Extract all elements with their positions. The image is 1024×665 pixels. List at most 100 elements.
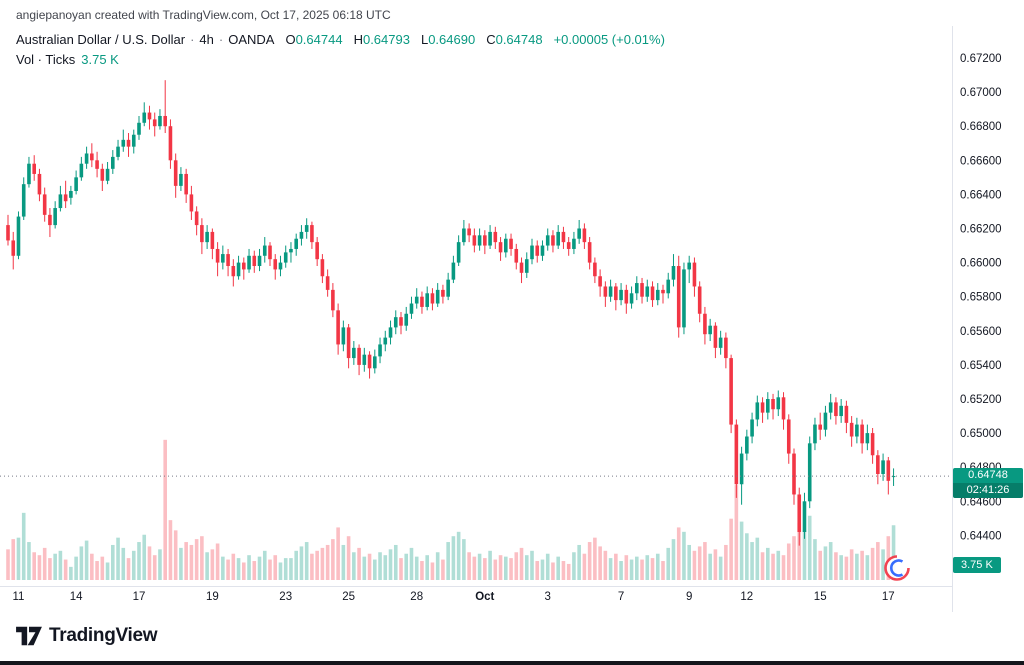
candle-body	[865, 433, 870, 444]
time-tick-label: 28	[410, 591, 423, 603]
tradingview-logo[interactable]: TradingView	[16, 624, 158, 648]
volume-bar	[572, 552, 576, 580]
volume-bar	[891, 525, 896, 580]
volume-bar	[823, 546, 828, 580]
price-axis[interactable]	[952, 26, 1024, 586]
volume-bar	[697, 546, 702, 580]
candle-body	[210, 231, 215, 249]
close-value: 0.64748	[495, 32, 543, 47]
candle-body	[876, 455, 880, 475]
candle-body	[703, 313, 707, 335]
low-label: L	[420, 32, 429, 47]
candle-body	[325, 276, 330, 290]
candle-body	[671, 266, 676, 280]
last-price-value: 0.64748	[968, 469, 1008, 481]
candle-body	[891, 476, 896, 478]
candle-body	[79, 163, 84, 178]
interval-label[interactable]: 4h	[199, 32, 214, 47]
candle-body	[870, 433, 875, 456]
volume-bar	[268, 559, 272, 580]
volume-bar	[598, 546, 602, 580]
volume-bar	[231, 553, 236, 580]
candle-body	[766, 399, 770, 413]
volume-bar	[200, 536, 204, 580]
candle-body	[739, 453, 744, 485]
volume-bar	[786, 543, 791, 580]
candle-body	[697, 286, 702, 314]
candle-body	[320, 259, 325, 277]
candle-body	[179, 173, 183, 186]
low-pair: L0.64690	[421, 32, 475, 47]
price-tick-label: 0.65000	[960, 428, 1002, 440]
volume-bar	[404, 553, 409, 580]
price-tick-label: 0.64600	[960, 496, 1002, 508]
candle-body	[786, 419, 791, 454]
candle-body	[299, 231, 304, 239]
volume-bar	[126, 558, 131, 580]
candle-body	[860, 424, 864, 444]
candle-body	[760, 402, 765, 413]
volume-bar	[807, 515, 812, 580]
candle-body	[425, 293, 429, 307]
candle-body	[619, 289, 623, 301]
volume-bar	[792, 536, 796, 580]
volume-bar	[179, 547, 183, 580]
candle-body	[294, 238, 298, 249]
volume-bar	[252, 561, 257, 580]
volume-indicator-label[interactable]: Vol · Ticks	[16, 52, 76, 67]
volume-bar	[346, 536, 351, 580]
volume-bar	[393, 544, 398, 580]
volume-bar	[828, 542, 833, 580]
volume-axis-badge: 3.75 K	[953, 557, 1001, 573]
candle-body	[399, 317, 403, 326]
volume-bars	[6, 439, 896, 580]
candle-body	[331, 289, 335, 311]
candle-body	[346, 327, 351, 359]
candle-body	[666, 279, 671, 294]
candle-body	[524, 259, 529, 273]
exchange-label[interactable]: OANDA	[228, 32, 275, 47]
price-tick-label: 0.65400	[960, 360, 1002, 372]
tradingview-logo-text: TradingView	[49, 625, 158, 646]
candle-body	[729, 358, 733, 425]
last-price-badge: 0.64748 02:41:26	[953, 468, 1023, 498]
candle-body	[708, 325, 712, 335]
candle-body	[603, 286, 608, 297]
volume-bar	[278, 562, 283, 580]
volume-bar	[535, 561, 540, 580]
volume-bar	[420, 561, 424, 580]
volume-bar	[734, 485, 739, 580]
candle-body	[802, 501, 807, 532]
volume-bar	[645, 555, 650, 580]
volume-bar	[750, 542, 754, 580]
price-tick-label: 0.65800	[960, 292, 1002, 304]
change-value: +0.00005 (+0.01%)	[553, 32, 665, 47]
symbol-title[interactable]: Australian Dollar / U.S. Dollar	[16, 32, 186, 47]
volume-bar	[519, 547, 524, 580]
candle-body	[409, 303, 414, 314]
close-pair: C0.64748	[486, 32, 542, 47]
candle-body	[477, 235, 482, 246]
volume-bar	[566, 563, 571, 580]
time-axis[interactable]	[0, 588, 952, 614]
volume-bar	[844, 556, 849, 580]
volume-bar	[373, 559, 377, 580]
volume-bar	[163, 439, 167, 580]
volume-bar	[739, 521, 744, 580]
candle-body	[488, 231, 492, 246]
volume-bar	[488, 550, 492, 580]
volume-bar	[624, 555, 629, 580]
candle-body	[304, 225, 309, 232]
volume-bar	[451, 536, 456, 580]
candle-body	[849, 422, 854, 437]
volume-bar	[655, 553, 660, 580]
candle-body	[456, 242, 461, 263]
volume-bar	[173, 530, 178, 580]
volume-bar	[409, 547, 414, 580]
volume-bar	[84, 540, 89, 580]
volume-bar	[53, 553, 57, 580]
time-tick-label: 9	[686, 591, 692, 603]
candle-body	[593, 262, 597, 277]
candle-body	[121, 139, 126, 147]
